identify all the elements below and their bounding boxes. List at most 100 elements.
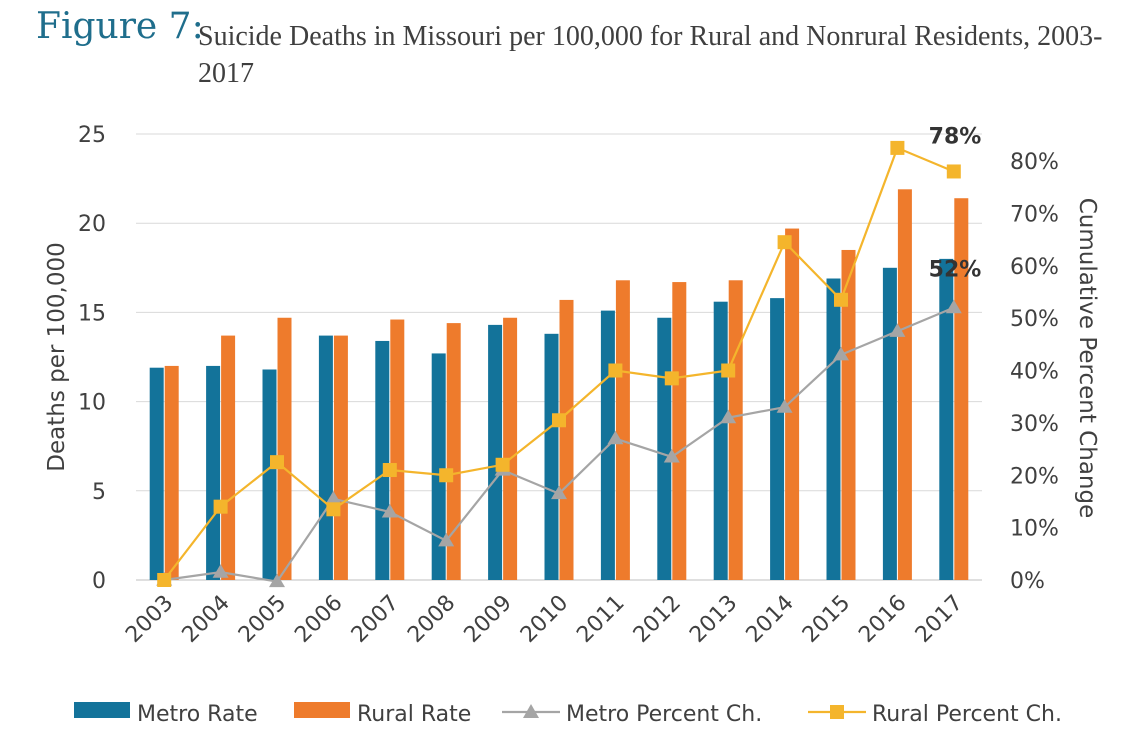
- metro-rate-bar: [375, 340, 390, 580]
- rural-percent-point: [608, 363, 623, 378]
- metro-percent-point: [607, 430, 624, 445]
- y2-tick-label: 0%: [1010, 569, 1045, 594]
- figure-title: Suicide Deaths in Missouri per 100,000 f…: [198, 21, 1103, 89]
- metro-rate-bar: [657, 317, 672, 580]
- rural-rate-bar: [615, 280, 630, 580]
- rural-percent-point: [552, 413, 566, 428]
- x-tick-label: 2010: [516, 591, 573, 648]
- metro-percent-point: [776, 399, 793, 413]
- figure-label: Figure 7:: [36, 6, 204, 47]
- y-tick-label: 10: [78, 391, 106, 416]
- rural-percent-point: [495, 457, 510, 472]
- rural-rate-bar: [897, 189, 912, 580]
- rural-rate-bar: [221, 335, 236, 580]
- metro-rate-bar: [939, 258, 954, 580]
- x-tick-label: 2004: [178, 591, 235, 648]
- y2-tick-label: 20%: [1010, 464, 1059, 489]
- metro-rate-bar: [431, 353, 446, 580]
- y2-axis-label: Cumulative Percent Change: [1074, 198, 1100, 519]
- metro-percent-point: [325, 490, 342, 505]
- metro-rate-bar: [713, 301, 728, 580]
- y2-tick-label: 10%: [1010, 517, 1059, 542]
- metro-rate-bar: [882, 267, 897, 580]
- x-tick-label: 2003: [121, 591, 178, 648]
- x-tick-label: 2017: [911, 591, 968, 648]
- legend-marker-metro-percent: [523, 704, 539, 718]
- legend-label-metro-percent: Metro Percent Ch.: [566, 702, 762, 727]
- rural-rate-bar: [672, 282, 687, 580]
- rural-rate-bar: [277, 317, 292, 580]
- metro-percent-point: [663, 448, 680, 463]
- y-axis-label: Deaths per 100,000: [44, 242, 70, 471]
- metro-percent-point: [945, 299, 962, 314]
- metro-percent-point: [212, 564, 229, 578]
- rural-rate-bar: [164, 365, 179, 580]
- rural-percent-point: [382, 463, 397, 478]
- metro-percent-point: [889, 323, 906, 337]
- metro-percent-point: [833, 346, 849, 361]
- rural-percent-point: [157, 573, 172, 587]
- metro-rate-bar: [826, 278, 841, 580]
- rural-rate-bar: [785, 228, 800, 580]
- x-tick-label: 2016: [854, 591, 911, 648]
- legend-label-metro-rate: Metro Rate: [137, 702, 258, 727]
- y-tick-label: 25: [78, 123, 106, 148]
- rural-rate-bar: [954, 198, 969, 580]
- rural-rate-bar: [446, 323, 461, 580]
- y2-tick-label: 50%: [1010, 307, 1059, 332]
- rural-percent-point: [326, 502, 341, 517]
- y2-tick-label: 30%: [1010, 412, 1059, 437]
- metro-percent-point: [269, 573, 285, 588]
- x-tick-label: 2009: [460, 591, 517, 648]
- y-tick-label: 0: [92, 569, 106, 594]
- legend-swatch-metro-rate: [74, 702, 130, 718]
- metro-percent-point: [551, 485, 567, 500]
- x-tick-label: 2005: [234, 591, 291, 648]
- y2-tick-label: 60%: [1010, 255, 1059, 280]
- x-tick-label: 2013: [685, 591, 742, 648]
- metro-rate-bar: [488, 324, 503, 580]
- x-tick-label: 2006: [290, 591, 347, 648]
- y2-tick-label: 40%: [1010, 360, 1059, 385]
- rural-end-annotation: 78%: [929, 124, 982, 149]
- metro-rate-bar: [544, 333, 559, 580]
- x-tick-label: 2011: [572, 591, 629, 648]
- rural-percent-point: [439, 468, 454, 483]
- legend-swatch-rural-rate: [294, 702, 350, 718]
- metro-percent-point: [720, 409, 737, 424]
- y-tick-label: 20: [78, 212, 106, 237]
- rural-percent-point: [946, 164, 961, 179]
- rural-percent-point: [270, 455, 284, 470]
- rural-percent-point: [721, 363, 736, 378]
- x-tick-label: 2007: [347, 591, 404, 648]
- rural-percent-point: [890, 140, 905, 155]
- metro-rate-bar: [149, 367, 164, 580]
- rural-rate-bar: [503, 317, 518, 580]
- rural-rate-bar: [841, 249, 856, 580]
- legend-label-rural-rate: Rural Rate: [357, 702, 471, 727]
- rural-percent-point: [213, 499, 228, 514]
- metro-percent-point: [381, 503, 398, 518]
- metro-rate-bar: [206, 365, 221, 580]
- metro-rate-bar: [770, 298, 785, 580]
- x-tick-label: 2014: [742, 591, 799, 648]
- metro-percent-point: [438, 532, 455, 547]
- metro-rate-bar: [318, 335, 333, 580]
- rural-percent-point: [834, 292, 848, 307]
- metro-end-annotation: 52%: [929, 258, 982, 283]
- y-tick-label: 15: [78, 301, 106, 326]
- x-tick-label: 2008: [403, 591, 460, 648]
- y-tick-label: 5: [92, 480, 106, 505]
- x-tick-label: 2012: [629, 591, 686, 648]
- rural-rate-bar: [728, 280, 743, 580]
- legend-label-rural-percent: Rural Percent Ch.: [872, 702, 1062, 727]
- y2-tick-label: 80%: [1010, 150, 1059, 175]
- legend-marker-rural-percent: [830, 705, 844, 719]
- x-tick-label: 2015: [798, 591, 855, 648]
- rural-rate-bar: [559, 299, 574, 580]
- legend: Metro Rate Rural Rate Metro Percent Ch. Rur…: [74, 702, 1062, 727]
- rural-percent-point: [664, 371, 679, 386]
- metro-rate-bar: [262, 369, 277, 580]
- rural-rate-bar: [390, 319, 405, 580]
